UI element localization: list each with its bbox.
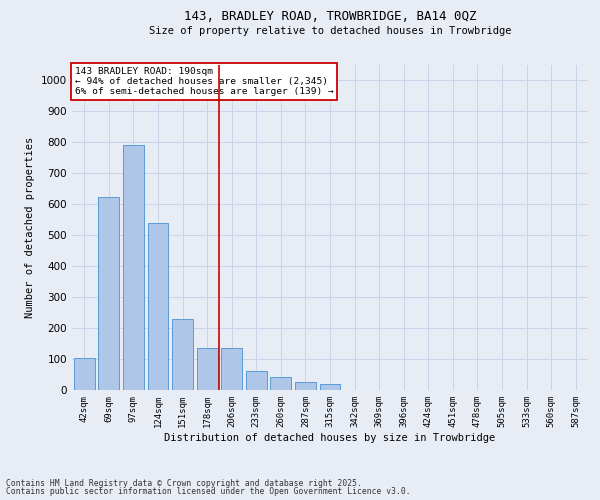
Text: 143 BRADLEY ROAD: 190sqm
← 94% of detached houses are smaller (2,345)
6% of semi: 143 BRADLEY ROAD: 190sqm ← 94% of detach…: [74, 66, 334, 96]
Y-axis label: Number of detached properties: Number of detached properties: [25, 137, 35, 318]
Bar: [320, 384, 340, 390]
Bar: [221, 348, 242, 390]
Bar: [148, 223, 169, 390]
Bar: [271, 377, 292, 390]
Bar: [197, 348, 218, 390]
Bar: [74, 358, 95, 390]
Bar: [295, 382, 316, 390]
Text: Contains HM Land Registry data © Crown copyright and database right 2025.: Contains HM Land Registry data © Crown c…: [6, 478, 362, 488]
Bar: [246, 372, 267, 390]
Text: Size of property relative to detached houses in Trowbridge: Size of property relative to detached ho…: [149, 26, 511, 36]
X-axis label: Distribution of detached houses by size in Trowbridge: Distribution of detached houses by size …: [164, 432, 496, 442]
Bar: [123, 146, 144, 390]
Bar: [172, 319, 193, 390]
Bar: [98, 196, 119, 390]
Text: 143, BRADLEY ROAD, TROWBRIDGE, BA14 0QZ: 143, BRADLEY ROAD, TROWBRIDGE, BA14 0QZ: [184, 10, 476, 22]
Text: Contains public sector information licensed under the Open Government Licence v3: Contains public sector information licen…: [6, 487, 410, 496]
